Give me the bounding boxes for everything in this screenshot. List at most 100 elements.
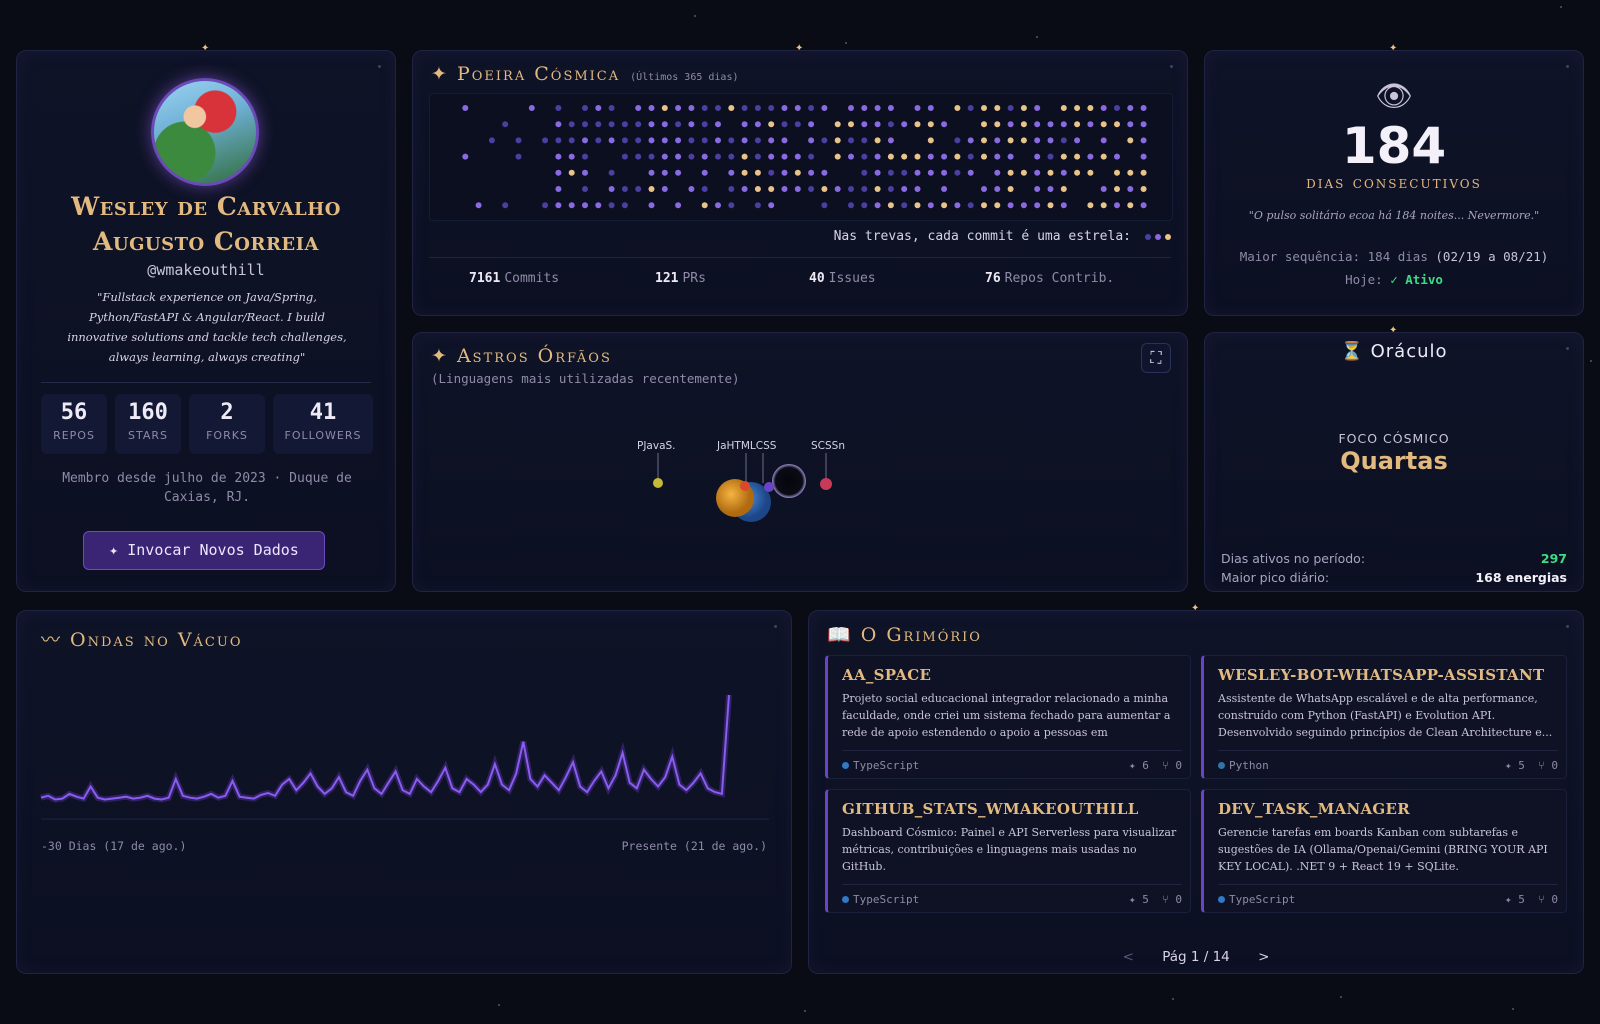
- contribution-dot: [715, 153, 721, 160]
- contribution-dot: [874, 137, 881, 144]
- repo-card[interactable]: WESLEY-BOT-WHATSAPP-ASSISTANT Assistente…: [1201, 655, 1567, 779]
- contribution-dot: [701, 202, 708, 209]
- repo-description: Gerencie tarefas em boards Kanban com su…: [1218, 826, 1548, 873]
- contribution-dot: [701, 137, 708, 144]
- repo-name[interactable]: DEV_TASK_MANAGER: [1218, 800, 1411, 818]
- page-indicator: Pág 1 / 14: [1162, 949, 1230, 965]
- contribution-dot: [1114, 153, 1120, 160]
- repo-counts: ✦ 5 ⑂ 0: [1129, 893, 1182, 906]
- stat-label: STARS: [128, 429, 168, 442]
- repo-description: Projeto social educacional integrador re…: [842, 692, 1171, 739]
- contribution-dot: [715, 137, 721, 144]
- contribution-dot: [954, 105, 961, 111]
- contribution-dot: [1140, 137, 1147, 144]
- contribution-dot: [914, 153, 921, 160]
- contribution-dot: [568, 169, 575, 176]
- sparkle-icon: ✦: [201, 43, 210, 54]
- repo-language: TypeScript: [842, 893, 919, 906]
- contribution-dot: [1100, 202, 1107, 209]
- repo-footer: TypeScript ✦ 6 ⑂ 0: [842, 750, 1182, 772]
- stat-label: FOLLOWERS: [284, 429, 362, 442]
- contribution-dot: [1127, 169, 1134, 176]
- contribution-dot: [861, 137, 868, 144]
- contribution-dot: [728, 137, 735, 144]
- stat-label: Issues: [828, 271, 876, 286]
- contribution-dot: [728, 202, 735, 209]
- invoke-data-button[interactable]: ✦ Invocar Novos Dados: [83, 531, 325, 570]
- contribution-dot: [861, 169, 868, 176]
- contribution-dot: [1114, 202, 1120, 209]
- repo-language: Python: [1218, 759, 1269, 772]
- contribution-dot: [608, 186, 615, 192]
- contribution-dot: [914, 186, 921, 192]
- contribution-dot: [941, 202, 948, 209]
- legend: Nas trevas, cada commit é uma estrela:: [834, 229, 1171, 244]
- contribution-dot: [887, 121, 894, 128]
- stat-value: 2: [220, 400, 234, 425]
- card-title: 〰 Ondas no Vácuo: [41, 629, 243, 651]
- contribution-dot: [794, 121, 801, 128]
- divider: [429, 257, 1171, 258]
- streak-card: 👁 184 dias consecutivos "O pulso solitár…: [1204, 50, 1584, 316]
- contribution-dot: [754, 121, 761, 128]
- star-count: ✦ 5: [1129, 893, 1149, 906]
- contribution-dot: [1007, 153, 1014, 160]
- contribution-dot: [1007, 186, 1014, 192]
- stat-label: FORKS: [206, 429, 248, 442]
- contribution-dot: [794, 105, 801, 111]
- title-text: ✦ Poeira Cósmica: [431, 63, 621, 85]
- repo-name[interactable]: WESLEY-BOT-WHATSAPP-ASSISTANT: [1218, 666, 1545, 684]
- today-value: ✓ Ativo: [1390, 272, 1443, 287]
- contribution-dot: [914, 121, 921, 128]
- next-page-button[interactable]: >: [1258, 949, 1270, 965]
- contribution-dot: [701, 169, 708, 176]
- contribution-dot: [688, 186, 695, 192]
- contribution-dot: [635, 105, 642, 111]
- repo-name[interactable]: AA_SPACE: [842, 666, 932, 684]
- language-name: TypeScript: [1229, 893, 1296, 906]
- prev-page-button[interactable]: <: [1122, 949, 1134, 965]
- planet-scss-2: [820, 478, 832, 490]
- contribution-dot: [994, 121, 1001, 128]
- contribution-dot: [834, 137, 841, 144]
- stat-prs: 121 PRs: [655, 271, 706, 286]
- contribution-dot: [834, 121, 841, 128]
- repo-card[interactable]: DEV_TASK_MANAGER Gerencie tarefas em boa…: [1201, 789, 1567, 913]
- sparkle-icon: ✦: [1389, 43, 1398, 54]
- contribution-dot: [1140, 153, 1147, 160]
- stat-issues: 40 Issues: [809, 271, 876, 286]
- contribution-dot: [981, 105, 987, 111]
- active-value: 297: [1540, 551, 1567, 566]
- stat-label: REPOS: [53, 429, 95, 442]
- contribution-dot: [542, 202, 549, 209]
- contribution-dot: [954, 202, 961, 209]
- today-label: Hoje:: [1345, 272, 1383, 287]
- stat-value: 41: [309, 400, 337, 425]
- repo-card[interactable]: AA_SPACE Projeto social educacional inte…: [825, 655, 1191, 779]
- contribution-dot: [1047, 121, 1054, 128]
- repo-footer: Python ✦ 5 ⑂ 0: [1218, 750, 1558, 772]
- stat-value: 160: [128, 400, 168, 425]
- repo-card[interactable]: GITHUB_STATS_WMAKEOUTHILL Dashboard Cósm…: [825, 789, 1191, 913]
- contribution-dot: [1074, 169, 1081, 176]
- peak-label: Maior pico diário:: [1221, 570, 1330, 585]
- contribution-dot: [954, 137, 961, 144]
- contribution-dot: [661, 105, 668, 111]
- contribution-dot: [648, 105, 655, 111]
- contribution-dot: [1140, 186, 1147, 192]
- fullscreen-button[interactable]: ⛶: [1141, 343, 1171, 373]
- stat-label: PRs: [682, 271, 706, 286]
- contribution-dot: [1100, 105, 1107, 111]
- contribution-dot: [1127, 202, 1134, 209]
- active-label: Dias ativos no período:: [1221, 551, 1366, 566]
- contribution-dot: [874, 202, 881, 209]
- contribution-dot: [1047, 186, 1054, 192]
- contribution-dot: [1034, 169, 1041, 176]
- contribution-dot: [887, 153, 894, 160]
- contribution-dot: [1007, 137, 1014, 144]
- contribution-dot: [821, 202, 828, 209]
- contribution-dot: [1034, 105, 1041, 111]
- contribution-dot: [994, 186, 1001, 192]
- contribution-dot: [1034, 137, 1041, 144]
- repo-name[interactable]: GITHUB_STATS_WMAKEOUTHILL: [842, 800, 1139, 818]
